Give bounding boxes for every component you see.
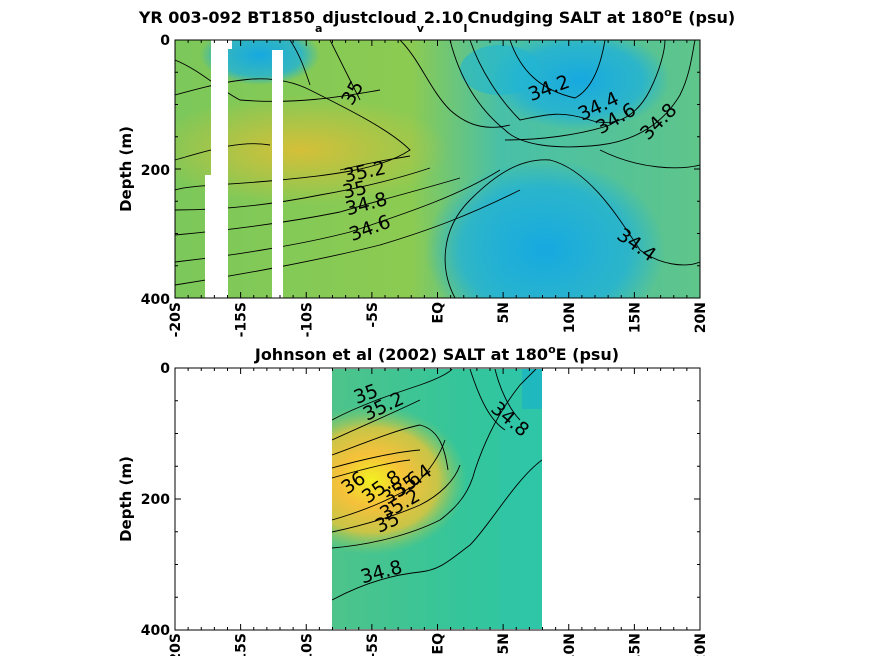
bottom-title-part-1: o	[548, 343, 556, 356]
top-panel-title: YR 003-092 BT1850adjustcloudv2.10ICnudgi…	[138, 6, 735, 35]
top-title-part-6: Cnudging SALT at 180	[467, 8, 664, 27]
bottom-y-axis-label: Depth (m)	[117, 456, 135, 542]
top-title-part-4: 2.10	[424, 8, 463, 27]
x-tick-label: -10S	[299, 302, 315, 337]
x-tick-label: EQ	[431, 302, 447, 324]
top-title-part-8: E (psu)	[672, 8, 736, 27]
x-tick-label: 5N	[496, 633, 512, 654]
top-gap-4	[272, 50, 283, 298]
bottom-x-tick-labels: -20S -15S -10S -5S EQ 5N 10N 15N 20N	[168, 633, 709, 660]
top-gap-3	[228, 40, 232, 49]
x-tick-label: 20N	[693, 302, 709, 333]
x-tick-label: -10S	[299, 633, 315, 656]
x-tick-label: EQ	[431, 633, 447, 655]
bottom-title-part-2: E (psu)	[556, 345, 620, 364]
top-minor-ticks	[174, 39, 701, 299]
x-tick-label: -20S	[168, 302, 184, 337]
top-title-part-5: I	[463, 22, 467, 35]
bottom-heatmap	[332, 369, 542, 629]
x-tick-label: 10N	[562, 302, 578, 333]
top-heatmap	[175, 40, 700, 298]
top-title-part-7: o	[664, 6, 672, 19]
bottom-panel: Johnson et al (2002) SALT at 180oE (psu)…	[117, 343, 709, 660]
top-y-tick-0: 0	[160, 33, 170, 49]
top-panel: YR 003-092 BT1850adjustcloudv2.10ICnudgi…	[117, 6, 735, 337]
top-title-part-1: a	[315, 22, 322, 35]
bottom-y-tick-400: 400	[141, 623, 170, 639]
x-tick-label: 15N	[627, 633, 643, 656]
x-tick-label: 10N	[562, 633, 578, 656]
bottom-y-tick-200: 200	[141, 492, 170, 508]
top-contour-label-35b: 35	[341, 177, 369, 204]
x-tick-label: 20N	[693, 633, 709, 656]
x-tick-label: 5N	[496, 302, 512, 323]
top-y-axis-label: Depth (m)	[117, 126, 135, 212]
bottom-title-part-0: Johnson et al (2002) SALT at 180	[254, 345, 548, 364]
x-tick-label: -5S	[365, 302, 381, 328]
top-y-tick-200: 200	[141, 163, 170, 179]
x-tick-label: -15S	[234, 302, 250, 337]
bottom-minor-ticks	[174, 367, 701, 631]
top-gap-1	[211, 40, 228, 298]
top-title-part-3: v	[417, 22, 425, 35]
x-tick-label: -15S	[234, 633, 250, 656]
top-x-tick-labels: -20S -15S -10S -5S EQ 5N 10N 15N 20N	[168, 302, 709, 337]
top-title-part-2: djustcloud	[322, 8, 416, 27]
x-tick-label: -5S	[365, 633, 381, 656]
x-tick-label: 15N	[627, 302, 643, 333]
x-tick-label: -20S	[168, 633, 184, 656]
top-y-tick-400: 400	[141, 292, 170, 308]
top-gap-2	[205, 175, 213, 298]
top-title-part-0: YR 003-092 BT1850	[138, 8, 315, 27]
bottom-panel-title: Johnson et al (2002) SALT at 180oE (psu)	[254, 343, 619, 364]
bottom-y-tick-0: 0	[160, 361, 170, 377]
